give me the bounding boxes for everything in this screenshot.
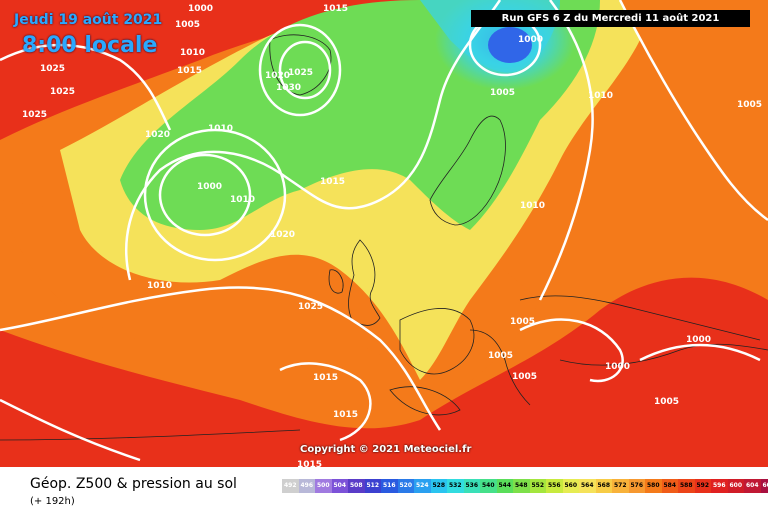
isobar-label: 1005 bbox=[510, 317, 535, 327]
forecast-range: (+ 192h) bbox=[30, 496, 75, 507]
isobar-label: 1020 bbox=[270, 230, 295, 240]
legend-swatch: 492 bbox=[282, 479, 299, 493]
isobar-label: 1005 bbox=[488, 351, 513, 361]
geopotential-map: 1000 1010 1020 1020 1015 1025 1010 1030 … bbox=[0, 0, 768, 467]
legend-swatch: 580 bbox=[645, 479, 662, 493]
legend-swatch: 564 bbox=[579, 479, 596, 493]
isobar-label: 1015 bbox=[297, 460, 322, 467]
isobar-label: 1015 bbox=[320, 177, 345, 187]
isobar-label: 1005 bbox=[737, 100, 762, 110]
isobar-label: 1005 bbox=[175, 20, 200, 30]
legend-swatch: 556 bbox=[546, 479, 563, 493]
legend-swatch: 520 bbox=[397, 479, 414, 493]
isobar-line bbox=[639, 343, 761, 362]
isobar-line bbox=[158, 153, 252, 237]
legend-swatch: 516 bbox=[381, 479, 398, 493]
isobar-label: 1010 bbox=[208, 124, 233, 134]
legend-swatch: 596 bbox=[711, 479, 728, 493]
legend-swatch: 560 bbox=[562, 479, 579, 493]
isobar-label: 1010 bbox=[520, 201, 545, 211]
isobar-label: 1015 bbox=[313, 373, 338, 383]
legend-swatch: 496 bbox=[298, 479, 315, 493]
legend-swatch: 500 bbox=[315, 479, 332, 493]
isobar-line bbox=[258, 23, 342, 117]
isobar-label: 1030 bbox=[276, 83, 301, 93]
legend-swatch: 508 bbox=[348, 479, 365, 493]
isobar-line bbox=[618, 0, 768, 222]
legend-swatch: 528 bbox=[430, 479, 447, 493]
legend-swatch: 504 bbox=[331, 479, 348, 493]
isobar-label: 1010 bbox=[180, 48, 205, 58]
isobar-label: 1000 bbox=[188, 4, 213, 14]
isobar-label: 1015 bbox=[177, 66, 202, 76]
isobar-label: 1000 bbox=[605, 362, 630, 372]
legend-swatch: 588 bbox=[678, 479, 695, 493]
legend-swatch: 540 bbox=[480, 479, 497, 493]
map-canvas: 1000 1010 1020 1020 1015 1025 1010 1030 … bbox=[0, 0, 768, 467]
legend-swatch: 604 bbox=[744, 479, 761, 493]
isobar-label: 1000 bbox=[686, 335, 711, 345]
isobar-label: 1005 bbox=[512, 372, 537, 382]
isobar-labels: 1000 1010 1020 1020 1015 1025 1010 1030 … bbox=[22, 4, 762, 467]
isobar-line bbox=[278, 40, 332, 100]
legend-swatch: 552 bbox=[529, 479, 546, 493]
isobar-label: 1005 bbox=[654, 397, 679, 407]
legend-swatch: 608 bbox=[760, 479, 768, 493]
legend-swatch: 536 bbox=[463, 479, 480, 493]
legend-swatch: 576 bbox=[628, 479, 645, 493]
coastlines bbox=[0, 34, 768, 441]
isobar-label: 1025 bbox=[298, 302, 323, 312]
isobar-label: 1000 bbox=[518, 35, 543, 45]
copyright-notice: Copyright © 2021 Meteociel.fr bbox=[300, 444, 472, 455]
isobar-label: 1025 bbox=[50, 87, 75, 97]
forecast-time: 8:00 locale bbox=[22, 33, 158, 58]
isobar-label: 1020 bbox=[145, 130, 170, 140]
isobars bbox=[0, 0, 768, 462]
blue-core bbox=[488, 27, 532, 63]
isobar-line bbox=[0, 398, 141, 462]
legend-footer: Géop. Z500 & pression au sol (+ 192h) 49… bbox=[0, 467, 768, 512]
legend-swatch: 532 bbox=[447, 479, 464, 493]
legend-swatch: 584 bbox=[661, 479, 678, 493]
legend-swatch: 524 bbox=[414, 479, 431, 493]
forecast-date: Jeudi 19 août 2021 bbox=[14, 12, 163, 28]
isobar-line bbox=[519, 318, 624, 383]
model-run-label: Run GFS 6 Z du Mercredi 11 août 2021 bbox=[471, 10, 750, 27]
isobar-label: 1010 bbox=[230, 195, 255, 205]
legend-swatch: 592 bbox=[694, 479, 711, 493]
isobar-label: 1015 bbox=[323, 4, 348, 14]
isobar-line bbox=[0, 286, 442, 431]
legend-swatch: 544 bbox=[496, 479, 513, 493]
legend-swatch: 572 bbox=[612, 479, 629, 493]
isobar-label: 1000 bbox=[197, 182, 222, 192]
isobar-label: 1010 bbox=[147, 281, 172, 291]
isobar-line bbox=[125, 0, 502, 281]
isobar-line bbox=[0, 43, 172, 131]
legend-swatch: 568 bbox=[595, 479, 612, 493]
legend-swatch: 512 bbox=[364, 479, 381, 493]
legend-swatch: 600 bbox=[727, 479, 744, 493]
legend-swatch: 548 bbox=[513, 479, 530, 493]
isobar-label: 1025 bbox=[22, 110, 47, 120]
isobar-label: 1015 bbox=[333, 410, 358, 420]
isobar-line bbox=[538, 0, 594, 301]
isobar-label: 1025 bbox=[288, 68, 313, 78]
isobar-line bbox=[279, 362, 372, 442]
isobar-line bbox=[143, 128, 287, 262]
isobar-label: 1010 bbox=[588, 91, 613, 101]
map-title: Géop. Z500 & pression au sol bbox=[30, 476, 237, 492]
isobar-label: 1025 bbox=[40, 64, 65, 74]
isobar-label: 1020 bbox=[265, 71, 290, 81]
color-legend: 492 496 500 504 508 512 516 520 524 528 532 536 540 5… bbox=[282, 479, 768, 493]
isobar-label: 1005 bbox=[490, 88, 515, 98]
